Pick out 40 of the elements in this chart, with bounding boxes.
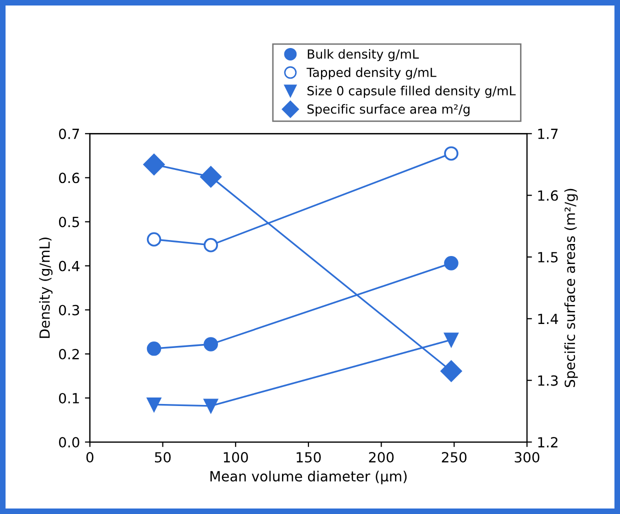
y-tick-label: 0.4 bbox=[59, 260, 80, 272]
point bbox=[204, 238, 218, 252]
y2-tick-label: 1.7 bbox=[538, 128, 558, 139]
x-tick-label: 300 bbox=[514, 452, 540, 463]
point bbox=[204, 398, 218, 414]
y2-tick-label: 1.4 bbox=[538, 314, 558, 324]
y2-axis-title: Specific surface areas (m²/g) bbox=[564, 188, 578, 388]
y-tick-label: 0.7 bbox=[59, 128, 79, 140]
legend-label: Specific surface area m²/g bbox=[307, 104, 470, 116]
y2-tick-label: 1.6 bbox=[538, 190, 558, 201]
y-tick-label: 0.2 bbox=[59, 348, 79, 360]
y-axis-title: Density (g/mL) bbox=[39, 238, 53, 338]
point bbox=[204, 337, 218, 352]
point bbox=[146, 341, 162, 356]
x-tick-label: 150 bbox=[296, 452, 321, 463]
point bbox=[444, 332, 458, 347]
y-tick-label: 0.1 bbox=[59, 392, 79, 404]
x-tick-label: 200 bbox=[369, 452, 394, 463]
y2-tick-label: 1.3 bbox=[538, 375, 558, 386]
point bbox=[146, 397, 162, 412]
y-tick-label: 0.6 bbox=[59, 172, 80, 184]
x-tick-label: 100 bbox=[224, 452, 248, 463]
point bbox=[444, 256, 458, 270]
point bbox=[444, 146, 458, 161]
point bbox=[440, 360, 462, 382]
point bbox=[143, 154, 165, 176]
legend-label: Bulk density g/mL bbox=[308, 49, 419, 62]
point bbox=[200, 166, 222, 188]
x-tick-label: 250 bbox=[442, 452, 466, 463]
legend-label: Tapped density g/mL bbox=[306, 67, 436, 80]
x-tick-label: 0 bbox=[86, 452, 94, 463]
y-tick-label: 0.3 bbox=[59, 304, 80, 316]
point bbox=[146, 232, 162, 247]
legend-label: Size 0 capsule filled density g/mL bbox=[307, 86, 516, 98]
x-axis-title: Mean volume diameter (µm) bbox=[210, 470, 407, 484]
y2-tick-label: 1.2 bbox=[538, 437, 558, 448]
y-tick-label: 0.5 bbox=[59, 216, 79, 228]
x-tick-label: 50 bbox=[154, 452, 171, 463]
y-tick-label: 0.0 bbox=[59, 437, 80, 448]
y2-tick-label: 1.5 bbox=[538, 252, 558, 262]
